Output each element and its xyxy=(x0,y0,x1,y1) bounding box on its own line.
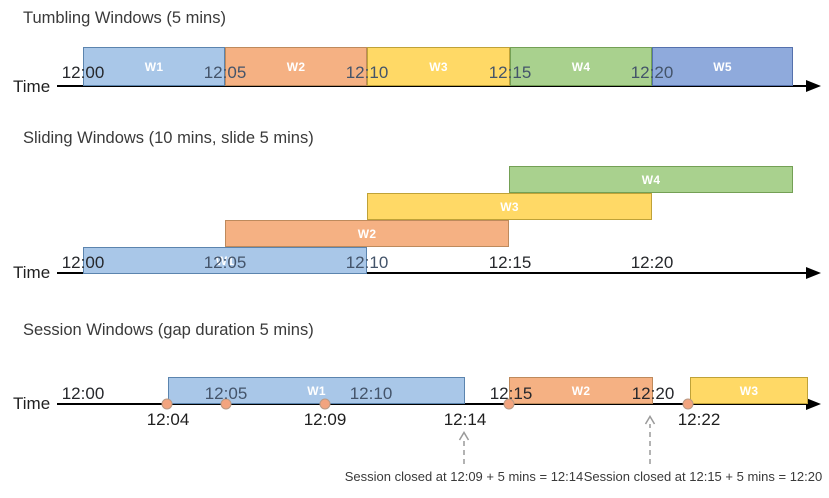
window-label: W2 xyxy=(286,59,306,74)
tick-label: 12:00 xyxy=(61,384,105,403)
tumbling-axis xyxy=(57,85,808,87)
event-dot xyxy=(319,398,331,410)
sliding-window-w3: W3 xyxy=(367,193,652,220)
sliding-section-title: Sliding Windows (10 mins, slide 5 mins) xyxy=(23,129,314,147)
sliding-axis-label: Time xyxy=(13,263,51,282)
session-axis xyxy=(57,403,808,405)
window-label: W1 xyxy=(215,253,235,268)
window-label: W5 xyxy=(713,59,732,74)
tumbling-section-title: Tumbling Windows (5 mins) xyxy=(23,9,226,27)
tick-label: 12:20 xyxy=(631,384,675,403)
window-label: W1 xyxy=(144,59,164,74)
session-window-w1: W1 xyxy=(168,377,465,404)
tick-label: 12:20 xyxy=(630,253,674,272)
tumbling-axis-label: Time xyxy=(13,77,51,96)
tick-label: 12:00 xyxy=(61,63,105,82)
session2-close-arrow-icon xyxy=(644,415,656,464)
sliding-axis-arrowhead-icon xyxy=(806,267,821,279)
tumbling-window-w3: W3 xyxy=(367,47,510,86)
sliding-window-w2: W2 xyxy=(225,220,509,247)
tick-label: 12:10 xyxy=(345,63,389,82)
session-window-w3: W3 xyxy=(690,377,808,404)
event-dot xyxy=(220,398,232,410)
session-window-w2: W2 xyxy=(509,377,653,404)
tumbling-window-w1: W1 xyxy=(83,47,225,86)
tick-label: 12:15 xyxy=(488,63,532,82)
sliding-axis xyxy=(57,272,808,274)
window-label: W4 xyxy=(571,59,591,74)
tick-label: 12:00 xyxy=(61,253,105,272)
session-axis-arrowhead-icon xyxy=(806,398,821,410)
event-time-label: 12:14 xyxy=(443,410,487,429)
window-label: W1 xyxy=(307,383,326,398)
tick-label: 12:15 xyxy=(489,384,533,403)
tick-label: 12:05 xyxy=(203,253,247,272)
event-dot xyxy=(682,398,694,410)
window-label: W2 xyxy=(357,226,377,241)
session1-close-annotation: Session closed at 12:09 + 5 mins = 12:14 xyxy=(344,469,584,484)
session-section-title: Session Windows (gap duration 5 mins) xyxy=(23,321,314,339)
tick-label: 12:05 xyxy=(204,384,248,403)
event-time-label: 12:22 xyxy=(677,410,721,429)
window-label: W4 xyxy=(641,172,661,187)
event-dot xyxy=(503,398,515,410)
tick-label: 12:15 xyxy=(488,253,532,272)
event-dot xyxy=(161,398,173,410)
tumbling-axis-arrowhead-icon xyxy=(806,80,821,92)
tumbling-window-w4: W4 xyxy=(510,47,652,86)
tick-label: 12:20 xyxy=(630,63,674,82)
sliding-window-w1: W1 xyxy=(83,247,367,274)
tick-label: 12:05 xyxy=(203,63,247,82)
tick-label: 12:10 xyxy=(345,253,389,272)
session-axis-label: Time xyxy=(13,394,51,413)
event-time-label: 12:04 xyxy=(146,410,190,429)
tumbling-window-w5: W5 xyxy=(652,47,793,86)
tumbling-window-w2: W2 xyxy=(225,47,367,86)
window-label: W2 xyxy=(571,383,591,398)
window-label: W3 xyxy=(739,383,759,398)
session2-close-annotation: Session closed at 12:15 + 5 mins = 12:20 xyxy=(583,469,823,484)
window-label: W3 xyxy=(429,59,448,74)
sliding-window-w4: W4 xyxy=(509,166,793,193)
session1-close-arrow-icon xyxy=(458,431,470,464)
tick-label: 12:10 xyxy=(349,384,393,403)
event-time-label: 12:09 xyxy=(303,410,347,429)
window-label: W3 xyxy=(500,199,519,214)
